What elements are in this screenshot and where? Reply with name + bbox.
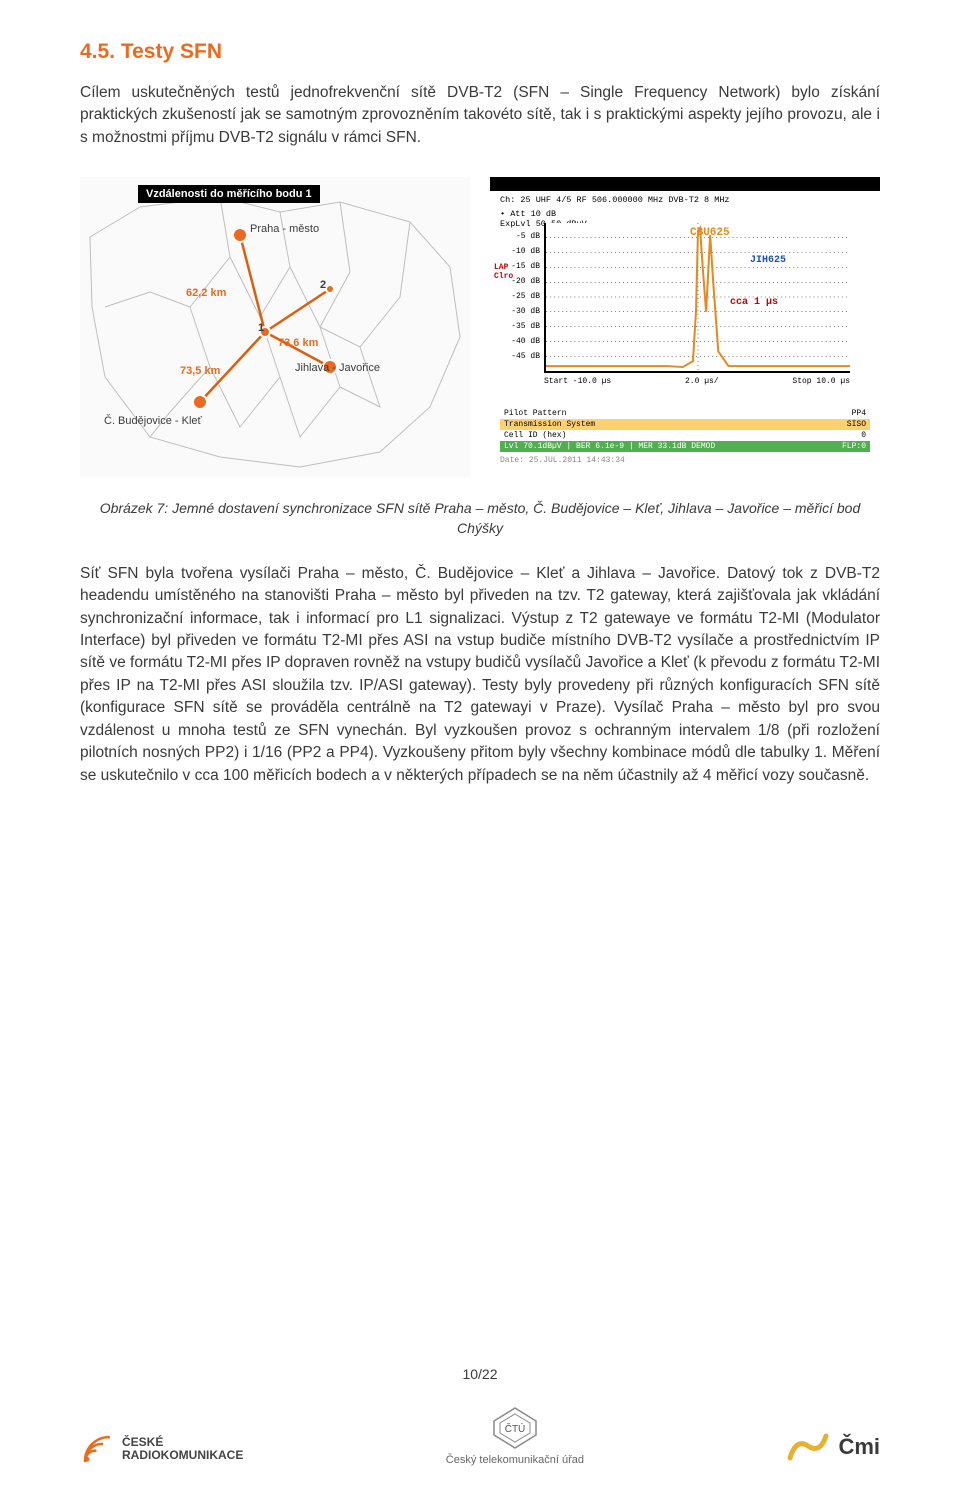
scope-att: • Att 10 dB [500,209,730,219]
section-heading: 4.5. Testy SFN [80,40,880,64]
map-distance-3: 73,5 km [180,365,220,377]
footer-logos: ČESKÉ RADIOKOMUNIKACE ČTÚ Český telekomu… [80,1406,880,1466]
figure-row: Vzdálenosti do měřícího bodu 1 Praha - m… [80,177,880,477]
map-point-1: 1 [258,322,264,334]
body-paragraph: Síť SFN byla tvořena vysílači Praha – mě… [80,563,880,788]
scope-ch-line: Ch: 25 UHF 4/5 RF 506.000000 MHz DVB-T2 … [500,195,730,205]
logo-ctu-name: Český telekomunikační úřad [446,1454,584,1466]
scope-table-row: Transmission SystemSISO [500,419,870,430]
map-figure: Vzdálenosti do měřícího bodu 1 Praha - m… [80,177,470,477]
logo-ceske-radiokomunikace: ČESKÉ RADIOKOMUNIKACE [80,1432,243,1466]
map-point-2: 2 [320,279,326,291]
logo-cmi-text: Čmi [838,1434,880,1460]
ctu-icon: ČTÚ [490,1406,540,1450]
scope-table-row: Lvl 70.1dBµV | BER 6.1e-9 | MER 33.1dB D… [500,441,870,452]
figure-caption: Obrázek 7: Jemné dostavení synchronizace… [80,499,880,538]
scope-table-row: Pilot PatternPP4 [500,408,870,419]
scope-date: Date: 25.JUL.2011 14:43:34 [500,456,870,465]
map-distance-2: 73,6 km [278,337,318,349]
wave-icon [80,1432,114,1466]
map-label-jihlava: Jihlava - Javořice [295,362,380,374]
map-title: Vzdálenosti do měřícího bodu 1 [138,185,320,203]
scope-cbu-label: CBU625 [690,227,730,239]
scope-status-table: Pilot PatternPP4Transmission SystemSISOC… [500,408,870,465]
cmi-icon [786,1428,830,1466]
logo-ctu: ČTÚ Český telekomunikační úřad [446,1406,584,1466]
map-distance-1: 62,2 km [186,287,226,299]
map-svg [80,177,470,477]
intro-paragraph: Cílem uskutečněných testů jednofrekvenčn… [80,82,880,149]
ctu-abbr-text: ČTÚ [505,1422,526,1435]
scope-plot-area [544,223,850,373]
scope-jih-label: JIH625 [750,255,786,266]
page-footer: 10/22 ČESKÉ RADIOKOMUNIKACE [0,1366,960,1466]
scope-cca-label: cca 1 µs [730,297,778,308]
map-label-praha: Praha - město [250,223,319,235]
logo-cr-line2: RADIOKOMUNIKACE [122,1449,243,1462]
page-number: 10/22 [80,1366,880,1382]
map-label-budejovice: Č. Budějovice - Kleť [104,415,202,427]
scope-figure: Ch: 25 UHF 4/5 RF 506.000000 MHz DVB-T2 … [490,177,880,477]
scope-header-bar [490,177,880,191]
scope-time-axis: Start -10.0 µs 2.0 µs/ Stop 10.0 µs [544,377,850,386]
scope-table-row: Cell ID (hex)0 [500,430,870,441]
document-page: 4.5. Testy SFN Cílem uskutečněných testů… [0,0,960,1496]
logo-cmi: Čmi [786,1428,880,1466]
